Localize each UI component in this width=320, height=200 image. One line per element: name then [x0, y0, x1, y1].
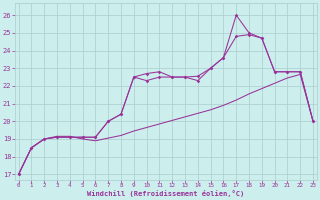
- X-axis label: Windchill (Refroidissement éolien,°C): Windchill (Refroidissement éolien,°C): [87, 190, 244, 197]
